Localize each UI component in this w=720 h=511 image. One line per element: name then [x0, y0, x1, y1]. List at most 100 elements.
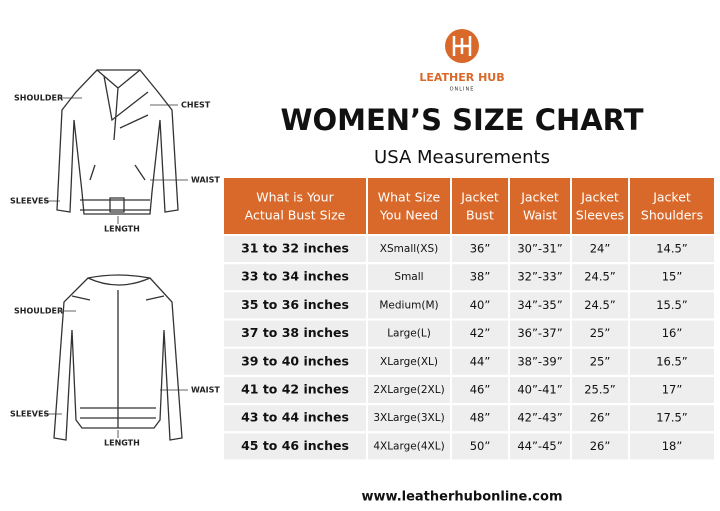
cell [452, 236, 508, 262]
cell-text: Large(L) [387, 328, 431, 340]
cell-text: 25” [590, 354, 611, 368]
cell [510, 320, 570, 347]
cell-text: 15” [662, 270, 683, 284]
cell-text: 34”-35” [517, 298, 562, 312]
header-cell [452, 178, 508, 234]
cell [630, 292, 714, 319]
cell [224, 264, 366, 291]
cell [452, 320, 508, 347]
cell-text: Small [394, 271, 423, 283]
cell [510, 264, 570, 291]
cell-text: 26” [590, 411, 611, 425]
title: WOMEN’S SIZE CHART [281, 103, 644, 137]
cell [630, 236, 714, 262]
cell-text: 31 to 32 inches [241, 241, 349, 256]
cell [368, 377, 450, 403]
back-leaders [44, 310, 188, 438]
cell-text: 46” [470, 383, 491, 397]
cell-text: 18” [662, 439, 683, 453]
cell [572, 377, 628, 403]
cell [572, 433, 628, 460]
cell-text: 39 to 40 inches [241, 353, 349, 368]
cell [510, 433, 570, 460]
back-length-label: LENGTH [104, 439, 140, 448]
cell-text: XLarge(XL) [380, 356, 438, 368]
cell [572, 348, 628, 375]
back-jacket [53, 274, 183, 441]
cell [452, 348, 508, 375]
cell-text: 25.5” [584, 383, 616, 397]
cell [572, 320, 628, 347]
header-text: Jacket [520, 190, 559, 205]
cell-text: 16” [662, 326, 683, 340]
cell [572, 236, 628, 262]
subtitle: USA Measurements [374, 147, 550, 168]
logo-glyph [452, 36, 472, 56]
cell [452, 377, 508, 403]
cell-text: 44”-45” [517, 439, 562, 453]
cell-text: 40” [470, 298, 491, 312]
footer-url: www.leatherhubonline.com [362, 490, 563, 505]
cell-text: 38” [470, 270, 491, 284]
front-chest-label: CHEST [181, 101, 211, 110]
logo-tagline: ONLINE [450, 87, 475, 93]
cell-text: Medium(M) [379, 299, 438, 311]
cell-text: 40”-41” [517, 383, 562, 397]
cell-text: 24” [590, 242, 611, 256]
cell-text: 41 to 42 inches [241, 382, 349, 397]
header-text: Bust [466, 208, 494, 223]
cell-text: 16.5” [656, 354, 688, 368]
cell [368, 236, 450, 262]
cell [224, 292, 366, 319]
cell-text: 37 to 38 inches [241, 325, 349, 340]
cell [224, 377, 366, 403]
cell-text: 36”-37” [517, 326, 562, 340]
cell-text: 32”-33” [517, 270, 562, 284]
header-cell [224, 178, 366, 234]
cell [572, 292, 628, 319]
header-cell [630, 178, 714, 234]
header-text: Actual Bust Size [245, 208, 346, 223]
header-text: What Size [378, 190, 441, 205]
cell [224, 236, 366, 262]
front-jacket [56, 69, 179, 215]
cell-text: 17.5” [656, 411, 688, 425]
cell-text: 30”-31” [517, 242, 562, 256]
header-text: Sleeves [576, 208, 624, 223]
cell [572, 405, 628, 432]
cell-text: 36” [470, 242, 491, 256]
cell [452, 405, 508, 432]
header-text: Jacket [652, 190, 691, 205]
cell-text: 33 to 34 inches [241, 269, 349, 284]
cell-text: 38”-39” [517, 354, 562, 368]
cell-text: 44” [470, 354, 491, 368]
cell-text: 4XLarge(4XL) [373, 440, 444, 452]
cell-text: 2XLarge(2XL) [373, 384, 444, 396]
header-cell [510, 178, 570, 234]
cell-text: 42”-43” [517, 411, 562, 425]
cell-text: 24.5” [584, 270, 616, 284]
cell [630, 433, 714, 460]
header-cell [368, 178, 450, 234]
cell [510, 236, 570, 262]
back-shoulder-label: SHOULDER [14, 307, 63, 316]
cell [510, 377, 570, 403]
front-waist-label: WAIST [191, 176, 220, 185]
front-shoulder-label: SHOULDER [14, 94, 63, 103]
back-sleeves-label: SLEEVES [10, 410, 49, 419]
cell-text: 48” [470, 411, 491, 425]
logo-name: LEATHER HUB [419, 71, 504, 84]
cell [368, 348, 450, 375]
cell [368, 405, 450, 432]
cell [452, 433, 508, 460]
cell-text: XSmall(XS) [380, 243, 438, 255]
size-table: What is Your Actual Bust Size What Size You… [224, 178, 714, 460]
back-waist-label: WAIST [191, 386, 220, 395]
cell-text: 43 to 44 inches [241, 410, 349, 425]
cell [224, 320, 366, 347]
cell [224, 405, 366, 432]
cell [572, 264, 628, 291]
cell [368, 292, 450, 319]
header-cell [572, 178, 628, 234]
cell [368, 264, 450, 291]
